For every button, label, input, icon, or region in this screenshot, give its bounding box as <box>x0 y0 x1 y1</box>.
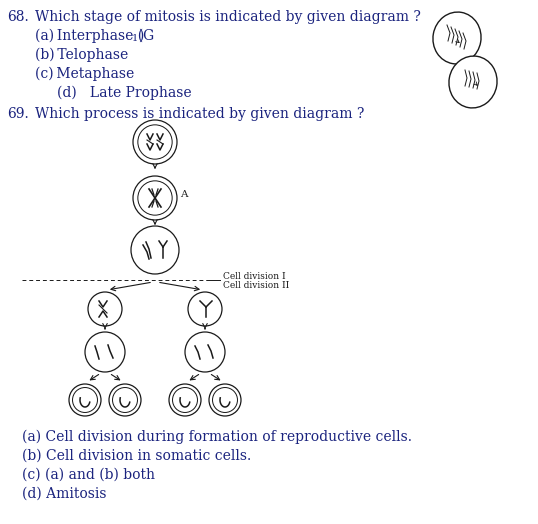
Circle shape <box>73 388 97 412</box>
Text: (c) (a) and (b) both: (c) (a) and (b) both <box>22 468 155 482</box>
Text: (a) Interphase (G: (a) Interphase (G <box>35 29 154 43</box>
Circle shape <box>213 388 237 412</box>
Text: A: A <box>180 190 188 199</box>
Text: (a) Cell division during formation of reproductive cells.: (a) Cell division during formation of re… <box>22 430 412 444</box>
Circle shape <box>138 181 172 215</box>
Text: (c) Metaphase: (c) Metaphase <box>35 67 134 81</box>
Text: 69.: 69. <box>7 107 29 121</box>
Circle shape <box>133 176 177 220</box>
Text: (b) Telophase: (b) Telophase <box>35 48 128 62</box>
Circle shape <box>185 332 225 372</box>
Text: Which process is indicated by given diagram ?: Which process is indicated by given diag… <box>35 107 364 121</box>
Ellipse shape <box>433 12 481 64</box>
Circle shape <box>69 384 101 416</box>
Circle shape <box>209 384 241 416</box>
Text: ): ) <box>138 29 143 43</box>
Text: Cell division II: Cell division II <box>223 281 289 290</box>
Text: Cell division I: Cell division I <box>223 272 286 281</box>
Circle shape <box>112 388 138 412</box>
Circle shape <box>133 120 177 164</box>
Text: (d)   Late Prophase: (d) Late Prophase <box>57 86 192 101</box>
Circle shape <box>131 226 179 274</box>
Circle shape <box>173 388 197 412</box>
Text: 68.: 68. <box>7 10 29 24</box>
Text: Which stage of mitosis is indicated by given diagram ?: Which stage of mitosis is indicated by g… <box>35 10 421 24</box>
Circle shape <box>85 332 125 372</box>
Circle shape <box>169 384 201 416</box>
Text: 1: 1 <box>132 34 138 43</box>
Circle shape <box>138 125 172 159</box>
Text: (b) Cell division in somatic cells.: (b) Cell division in somatic cells. <box>22 449 251 463</box>
Ellipse shape <box>449 56 497 108</box>
Text: (d) Amitosis: (d) Amitosis <box>22 487 107 501</box>
Circle shape <box>109 384 141 416</box>
Circle shape <box>88 292 122 326</box>
Circle shape <box>188 292 222 326</box>
